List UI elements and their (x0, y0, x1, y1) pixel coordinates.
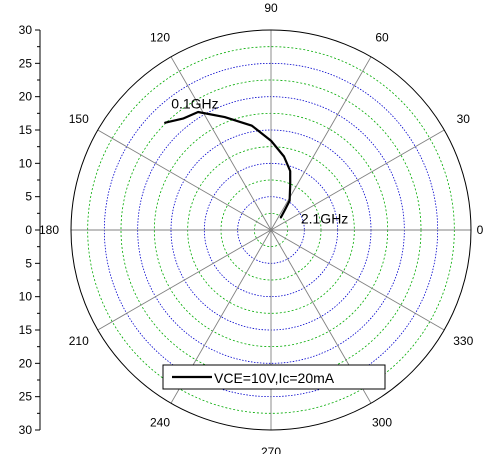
spoke-line (270, 129, 445, 231)
angle-tick-label: 150 (69, 112, 89, 126)
legend-label: VCE=10V,Ic=20mA (214, 370, 335, 386)
angle-tick-label: 300 (372, 415, 392, 429)
radial-tick-label: 30 (19, 23, 33, 37)
spoke-line (170, 56, 272, 231)
angle-tick-label: 30 (457, 112, 471, 126)
radial-tick-label: 10 (19, 156, 33, 170)
spoke-line (270, 229, 445, 331)
spoke-line (270, 56, 372, 231)
radial-tick-label: 20 (19, 356, 33, 370)
legend: VCE=10V,Ic=20mA (162, 364, 386, 390)
radial-tick-label: 15 (19, 323, 33, 337)
angle-tick-label: 330 (453, 334, 473, 348)
outer-boundary-circle (70, 29, 472, 431)
angle-tick-label: 120 (150, 31, 170, 45)
series-line (164, 110, 292, 219)
angle-tick-label: 60 (375, 31, 389, 45)
radial-tick-label: 25 (19, 56, 33, 70)
annotation-layer: 0.1GHz 2.1GHz (171, 96, 348, 227)
angle-tick-label: 0 (477, 223, 484, 237)
radial-tick-label: 25 (19, 390, 33, 404)
radial-tick-label: 5 (25, 190, 32, 204)
angle-tick-label: 180 (39, 223, 59, 237)
radial-tick-label: 20 (19, 90, 33, 104)
angle-tick-label: 270 (261, 445, 281, 454)
annotation-start-frequency: 0.1GHz (171, 96, 218, 112)
angle-tick-label: 240 (150, 415, 170, 429)
radial-tick-label: 5 (25, 256, 32, 270)
radial-tick-label: 30 (19, 423, 33, 437)
radial-tick-label: 0 (25, 223, 32, 237)
radial-tick-label: 10 (19, 290, 33, 304)
spoke-line (97, 129, 272, 231)
spoke-line (97, 229, 272, 331)
radial-tick-label: 15 (19, 123, 33, 137)
annotation-end-frequency: 2.1GHz (301, 210, 348, 226)
angle-tick-label: 210 (69, 334, 89, 348)
radial-axis: 30 25 20 15 10 5 0 5 10 15 20 25 30 (19, 23, 41, 437)
angle-tick-label: 90 (264, 1, 278, 15)
series-layer (164, 110, 292, 219)
